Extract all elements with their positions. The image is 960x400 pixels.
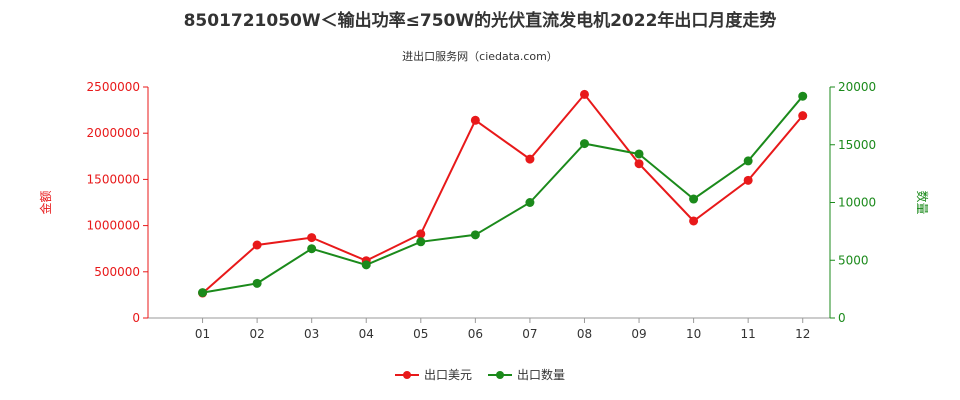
series-line: [202, 95, 804, 294]
data-point: [416, 229, 426, 239]
left-axis-tick-label: 0: [132, 311, 140, 325]
data-point: [470, 230, 480, 240]
left-axis-title: 金额: [38, 190, 53, 214]
chart-title: 8501721050W＜输出功率≤750W的光伏直流发电机2022年出口月度走势: [184, 10, 777, 31]
x-axis-tick-label: 03: [304, 327, 319, 341]
legend-label: 出口数量: [517, 367, 565, 382]
chart-subtitle: 进出口服务网（ciedata.com）: [402, 49, 558, 63]
x-axis-tick-label: 11: [741, 327, 756, 341]
data-point: [198, 288, 208, 298]
left-axis-tick-label: 1000000: [87, 219, 140, 233]
data-point: [579, 139, 589, 149]
data-point: [689, 216, 699, 226]
right-axis-title: 数量: [915, 190, 930, 214]
data-point: [307, 233, 317, 243]
x-axis-tick-label: 01: [195, 327, 210, 341]
x-axis-tick-label: 12: [795, 327, 810, 341]
right-axis-tick-label: 15000: [838, 138, 876, 152]
data-point: [361, 260, 371, 270]
x-axis-tick-label: 05: [413, 327, 428, 341]
data-point: [743, 156, 753, 166]
legend-item: 出口美元: [395, 368, 472, 382]
x-axis-tick-label: 06: [468, 327, 483, 341]
x-axis: 01 02 03 04 05 06 07 08 09 10 11 12: [195, 318, 810, 341]
x-axis-tick-label: 04: [359, 327, 374, 341]
x-axis-tick-label: 10: [686, 327, 701, 341]
series-1: [198, 89, 808, 298]
legend: 出口美元 出口数量: [395, 367, 565, 382]
data-point: [798, 91, 808, 101]
right-axis-tick-label: 5000: [838, 253, 869, 267]
right-axis: 0 5000 10000 15000 20000: [829, 80, 876, 325]
data-point: [689, 194, 699, 204]
x-axis-tick-label: 09: [631, 327, 646, 341]
data-point: [743, 175, 753, 185]
legend-label: 出口美元: [424, 368, 472, 382]
data-point: [798, 111, 808, 121]
right-axis-tick-label: 10000: [838, 196, 876, 210]
data-point: [525, 198, 535, 207]
x-axis-tick-label: 08: [577, 327, 592, 341]
legend-swatch-marker: [496, 371, 504, 379]
left-axis-tick-label: 2500000: [87, 80, 140, 94]
x-axis-tick-label: 07: [522, 327, 537, 341]
data-point: [634, 149, 644, 159]
left-axis-tick-label: 2000000: [87, 126, 140, 140]
right-axis-tick-label: 20000: [838, 80, 876, 94]
data-point: [307, 244, 317, 254]
left-axis: 0 500000 1000000 1500000 2000000 2500000: [87, 80, 149, 325]
data-point: [252, 278, 262, 288]
series-2: [198, 91, 808, 298]
series-layer: [198, 89, 808, 298]
data-point: [634, 159, 644, 169]
data-point: [416, 237, 426, 247]
series-line: [201, 92, 804, 294]
legend-item: 出口数量: [488, 367, 565, 382]
data-point: [579, 89, 589, 99]
left-axis-tick-label: 500000: [94, 265, 140, 279]
data-point: [470, 115, 480, 125]
data-point: [525, 154, 535, 164]
right-axis-tick-label: 0: [838, 311, 846, 325]
x-axis-tick-label: 02: [249, 327, 264, 341]
legend-swatch-marker: [403, 371, 411, 379]
left-axis-tick-label: 1500000: [87, 172, 140, 186]
data-point: [252, 240, 262, 250]
